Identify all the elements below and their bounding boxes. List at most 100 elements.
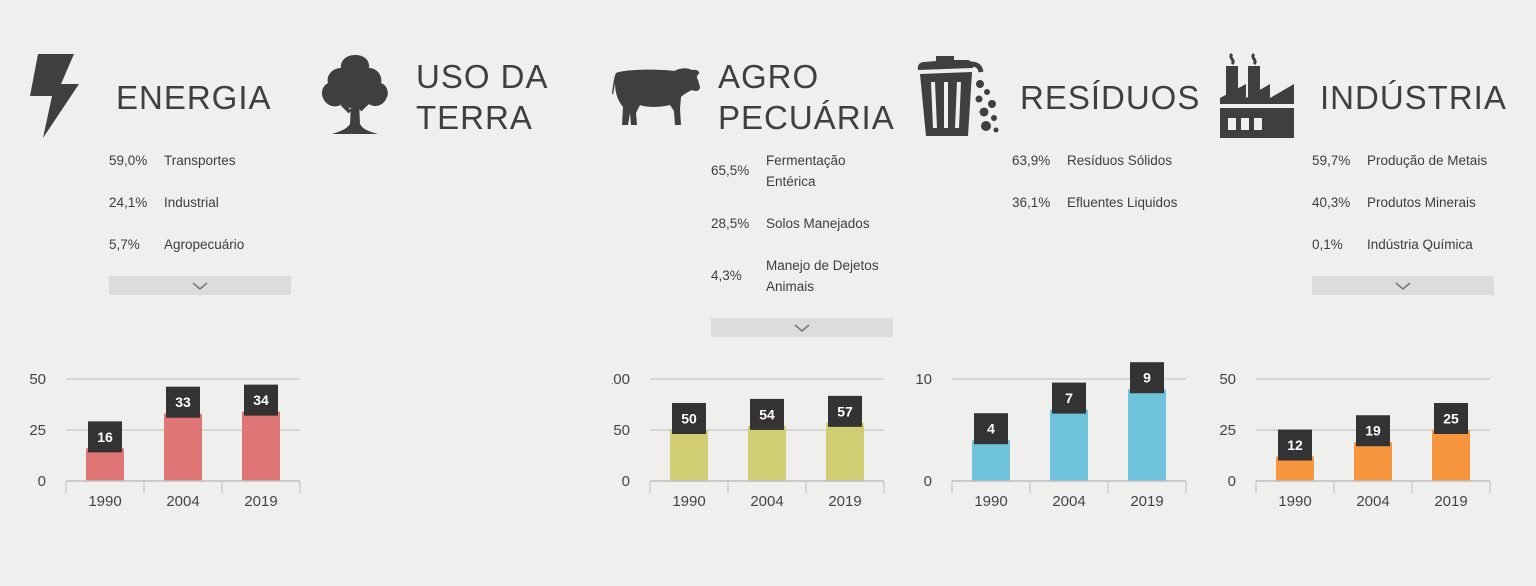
y-tick-label: 100 (612, 371, 630, 388)
x-tick-label: 2004 (166, 493, 199, 510)
data-label: 54 (759, 406, 775, 422)
sector-agropecuaria: AGRO PECUÁRIA 65,5% Fermentação Entérica … (612, 0, 912, 586)
bar-2019 (242, 411, 280, 481)
data-label-box (166, 386, 200, 418)
bar-1990 (670, 430, 708, 481)
chevron-down-icon (1395, 281, 1411, 290)
data-label-box (828, 395, 862, 427)
data-label: 34 (253, 392, 269, 408)
y-tick-label: 50 (613, 422, 630, 439)
item-label: Industrial (164, 195, 219, 210)
data-label: 57 (837, 403, 853, 419)
item-label: Agropecuário (164, 237, 245, 252)
x-tick-label: 2019 (244, 493, 277, 510)
y-tick-label: 25 (1219, 422, 1236, 439)
item-label: Indústria Química (1367, 237, 1473, 252)
item-percent: 5,7% (109, 237, 140, 252)
item-label: Fermentação Entérica (766, 153, 846, 189)
chart-energia: 0 25 50 16 1990 33 2004 34 2019 (29, 371, 301, 510)
x-tick-label: 1990 (88, 493, 121, 510)
list-item: 59,0% Transportes (109, 150, 294, 171)
chart-residuos: 0 10 4 1990 7 2004 9 2019 (915, 362, 1187, 510)
item-label: Produção de Metais (1367, 153, 1488, 168)
data-label: 7 (1065, 390, 1073, 406)
list-item: 59,7% Produção de Metais (1312, 150, 1497, 171)
list-item: 0,1% Indústria Química (1312, 234, 1497, 255)
x-tick-label: 2019 (1434, 493, 1467, 510)
item-label: Solos Manejados (766, 216, 870, 231)
breakdown-list: 59,7% Produção de Metais 40,3% Produtos Mi… (1312, 150, 1497, 276)
bar-2004 (164, 413, 202, 481)
list-item: 28,5% Solos Manejados (711, 213, 896, 234)
data-label-box (974, 413, 1008, 445)
data-label-box (1278, 429, 1312, 461)
x-tick-label: 1990 (974, 493, 1007, 510)
data-label: 12 (1287, 437, 1303, 453)
data-label: 4 (987, 421, 995, 437)
list-item: 65,5% Fermentação Entérica (711, 150, 896, 192)
list-item: 4,3% Manejo de Dejetos Animais (711, 255, 896, 297)
y-tick-label: 25 (29, 422, 46, 439)
sector-title: ENERGIA (116, 79, 272, 116)
list-item: 36,1% Efluentes Liquidos (1012, 192, 1197, 213)
expand-button[interactable] (711, 318, 893, 337)
data-label: 19 (1365, 423, 1381, 439)
item-label: Transportes (164, 153, 236, 168)
breakdown-list: 59,0% Transportes 24,1% Industrial 5,7% Agr… (109, 150, 294, 276)
x-tick-label: 1990 (1278, 493, 1311, 510)
bar-1990 (86, 448, 124, 481)
trash-can-icon (917, 56, 999, 136)
bar-2004 (1050, 409, 1088, 481)
item-percent: 28,5% (711, 216, 750, 231)
item-percent: 59,7% (1312, 153, 1351, 168)
item-percent: 63,9% (1012, 153, 1051, 168)
x-tick-label: 2004 (750, 493, 783, 510)
x-tick-label: 2019 (828, 493, 861, 510)
data-label: 33 (175, 394, 191, 410)
data-label-box (1356, 415, 1390, 447)
expand-button[interactable] (109, 276, 291, 295)
lightning-icon (30, 54, 79, 138)
data-label: 16 (97, 429, 113, 445)
chart-agropecuaria: 0 50 100 50 1990 54 2004 57 2019 (612, 371, 885, 510)
item-percent: 36,1% (1012, 195, 1051, 210)
list-item: 24,1% Industrial (109, 192, 294, 213)
data-label: 9 (1143, 370, 1151, 386)
y-tick-label: 0 (38, 473, 46, 490)
data-label-box (1052, 382, 1086, 414)
y-tick-label: 50 (29, 371, 46, 388)
x-tick-label: 2019 (1130, 493, 1163, 510)
item-percent: 24,1% (109, 195, 148, 210)
item-percent: 4,3% (711, 268, 742, 283)
bar-2019 (1128, 389, 1166, 481)
tree-icon (321, 55, 388, 134)
data-label-box (1434, 403, 1468, 434)
x-tick-label: 1990 (672, 493, 705, 510)
breakdown-list: 65,5% Fermentação Entérica 28,5% Solos Man… (711, 150, 896, 318)
y-tick-label: 50 (1219, 371, 1236, 388)
list-item: 40,3% Produtos Minerais (1312, 192, 1497, 213)
item-label: Efluentes Liquidos (1067, 195, 1178, 210)
y-tick-label: 0 (1228, 473, 1236, 490)
chevron-down-icon (794, 323, 810, 332)
chevron-down-icon (192, 281, 208, 290)
item-label: Manejo de Dejetos Animais (766, 258, 879, 294)
sector-energia: ENERGIA 59,0% Transportes 24,1% Industrial… (28, 0, 328, 586)
expand-button[interactable] (1312, 276, 1494, 295)
data-label-box (1130, 362, 1164, 394)
data-label-box (244, 384, 278, 416)
data-label-box (672, 403, 706, 434)
bar-2019 (1432, 430, 1470, 481)
sector-title: INDÚSTRIA (1320, 79, 1507, 116)
data-label-box (88, 421, 122, 453)
bar-2019 (826, 422, 864, 481)
bar-2004 (748, 425, 786, 481)
item-label: Resíduos Sólidos (1067, 153, 1173, 168)
item-percent: 59,0% (109, 153, 148, 168)
sector-residuos: RESÍDUOS 63,9% Resíduos Sólidos 36,1% Eflu… (914, 0, 1214, 586)
item-percent: 40,3% (1312, 195, 1351, 210)
y-tick-label: 0 (924, 473, 932, 490)
item-percent: 0,1% (1312, 237, 1343, 252)
x-tick-label: 2004 (1052, 493, 1085, 510)
factory-icon (1220, 52, 1294, 138)
